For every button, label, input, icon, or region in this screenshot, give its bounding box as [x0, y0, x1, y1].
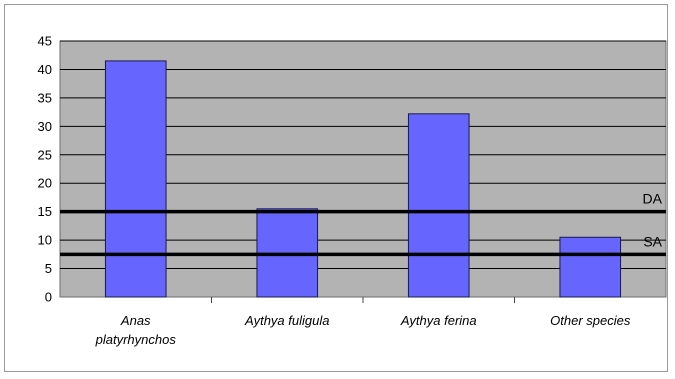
y-tick-label: 30 — [38, 119, 52, 134]
y-tick-label: 5 — [45, 261, 52, 276]
y-tick-label: 40 — [38, 62, 52, 77]
y-tick-label: 25 — [38, 147, 52, 162]
bar — [559, 236, 622, 298]
bar — [104, 60, 167, 298]
bar — [407, 113, 470, 298]
y-tick-label: 20 — [38, 176, 52, 191]
x-category-label: platyrhynchos — [95, 332, 177, 347]
reference-line-label: DA — [643, 191, 663, 207]
y-tick-label: 0 — [45, 290, 52, 305]
y-tick-label: 10 — [38, 233, 52, 248]
x-category-label: Other species — [550, 313, 631, 328]
y-tick-label: 45 — [38, 34, 52, 49]
reference-line-label: SA — [643, 233, 662, 249]
y-tick-label: 35 — [38, 90, 52, 105]
y-tick-label: 15 — [38, 204, 52, 219]
chart-frame: 0 5 10 15 20 25 30 35 40 45 DA SA Anas platyrhynchos A… — [4, 4, 668, 372]
x-category-label: Aythya ferina — [400, 313, 477, 328]
x-category-label: Anas — [120, 313, 151, 328]
bar-chart: 0 5 10 15 20 25 30 35 40 45 DA SA Anas platyrhynchos A… — [38, 34, 667, 347]
x-category-label: Aythya fuligula — [244, 313, 329, 328]
